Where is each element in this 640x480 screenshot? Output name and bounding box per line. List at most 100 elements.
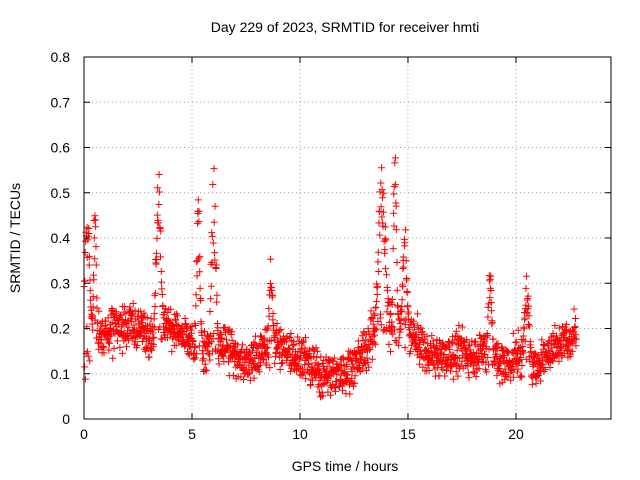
data-point bbox=[89, 303, 97, 311]
data-point bbox=[561, 326, 569, 334]
data-point bbox=[327, 391, 335, 399]
x-tick-label: 10 bbox=[292, 426, 308, 442]
data-point bbox=[415, 340, 423, 348]
y-tick-label: 0.5 bbox=[51, 185, 71, 201]
data-point bbox=[211, 202, 219, 210]
data-point bbox=[403, 276, 411, 284]
data-point bbox=[91, 212, 99, 220]
data-point bbox=[389, 323, 397, 331]
data-point bbox=[562, 320, 570, 328]
data-point bbox=[572, 331, 580, 339]
data-point bbox=[449, 375, 457, 383]
data-point bbox=[207, 295, 215, 303]
data-point bbox=[91, 255, 99, 263]
data-point bbox=[151, 289, 159, 297]
data-point bbox=[396, 328, 404, 336]
data-point bbox=[297, 354, 305, 362]
data-point bbox=[249, 347, 257, 355]
x-tick-label: 20 bbox=[508, 426, 524, 442]
data-point bbox=[371, 326, 379, 334]
data-point bbox=[390, 209, 398, 217]
data-point bbox=[83, 323, 91, 331]
data-point bbox=[153, 234, 161, 242]
data-point bbox=[192, 302, 200, 310]
data-point bbox=[359, 365, 367, 373]
data-point bbox=[195, 207, 203, 215]
data-point bbox=[242, 365, 250, 373]
data-point bbox=[93, 304, 101, 312]
data-point bbox=[488, 318, 496, 326]
data-point bbox=[360, 360, 368, 368]
data-point bbox=[199, 354, 207, 362]
data-point bbox=[571, 323, 579, 331]
data-point bbox=[112, 308, 120, 316]
data-point bbox=[419, 363, 427, 371]
data-point bbox=[250, 359, 258, 367]
data-point bbox=[170, 325, 178, 333]
data-point bbox=[446, 367, 454, 375]
data-point bbox=[129, 299, 137, 307]
data-point bbox=[228, 336, 236, 344]
data-point bbox=[168, 348, 176, 356]
data-point bbox=[392, 181, 400, 189]
data-point bbox=[114, 317, 122, 325]
data-point bbox=[108, 318, 116, 326]
data-point bbox=[269, 291, 277, 299]
data-point bbox=[452, 327, 460, 335]
data-point bbox=[410, 320, 418, 328]
data-point bbox=[551, 321, 559, 329]
data-point bbox=[532, 379, 540, 387]
data-point bbox=[331, 387, 339, 395]
data-point bbox=[346, 390, 354, 398]
data-point bbox=[470, 338, 478, 346]
tick-labels: 0 0.1 0.2 0.3 0.4 0.5 0.6 0.7 0.8 0 5 10 15 20 bbox=[51, 49, 524, 442]
data-point bbox=[375, 267, 383, 275]
data-point bbox=[274, 342, 282, 350]
data-point bbox=[319, 392, 327, 400]
data-point bbox=[498, 343, 506, 351]
data-point bbox=[199, 356, 207, 364]
data-point bbox=[383, 271, 391, 279]
data-point bbox=[393, 286, 401, 294]
data-point bbox=[154, 219, 162, 227]
data-point bbox=[191, 354, 199, 362]
data-point bbox=[396, 319, 404, 327]
data-point bbox=[344, 371, 352, 379]
data-point bbox=[85, 261, 93, 269]
data-point bbox=[222, 336, 230, 344]
data-point bbox=[494, 339, 502, 347]
data-point bbox=[373, 283, 381, 291]
data-point bbox=[535, 367, 543, 375]
data-point bbox=[374, 248, 382, 256]
data-point bbox=[378, 194, 386, 202]
data-point bbox=[90, 217, 98, 225]
data-point bbox=[355, 361, 363, 369]
data-point bbox=[268, 284, 276, 292]
data-point bbox=[259, 335, 267, 343]
data-point bbox=[156, 253, 164, 261]
data-point bbox=[332, 377, 340, 385]
data-point bbox=[240, 375, 248, 383]
data-point bbox=[250, 374, 258, 382]
data-point bbox=[214, 355, 222, 363]
data-point bbox=[371, 331, 379, 339]
data-point bbox=[290, 341, 298, 349]
data-point bbox=[392, 202, 400, 210]
data-point bbox=[534, 372, 542, 380]
data-point bbox=[380, 189, 388, 197]
data-point bbox=[210, 218, 218, 226]
data-point bbox=[404, 315, 412, 323]
data-point bbox=[214, 327, 222, 335]
data-point bbox=[391, 337, 399, 345]
data-point bbox=[122, 310, 130, 318]
data-point bbox=[458, 323, 466, 331]
data-point bbox=[517, 372, 525, 380]
data-point bbox=[123, 343, 131, 351]
data-point bbox=[381, 246, 389, 254]
data-point bbox=[219, 351, 227, 359]
data-point bbox=[549, 357, 557, 365]
data-point bbox=[439, 366, 447, 374]
data-point bbox=[455, 321, 463, 329]
data-point bbox=[507, 376, 515, 384]
data-point bbox=[452, 368, 460, 376]
